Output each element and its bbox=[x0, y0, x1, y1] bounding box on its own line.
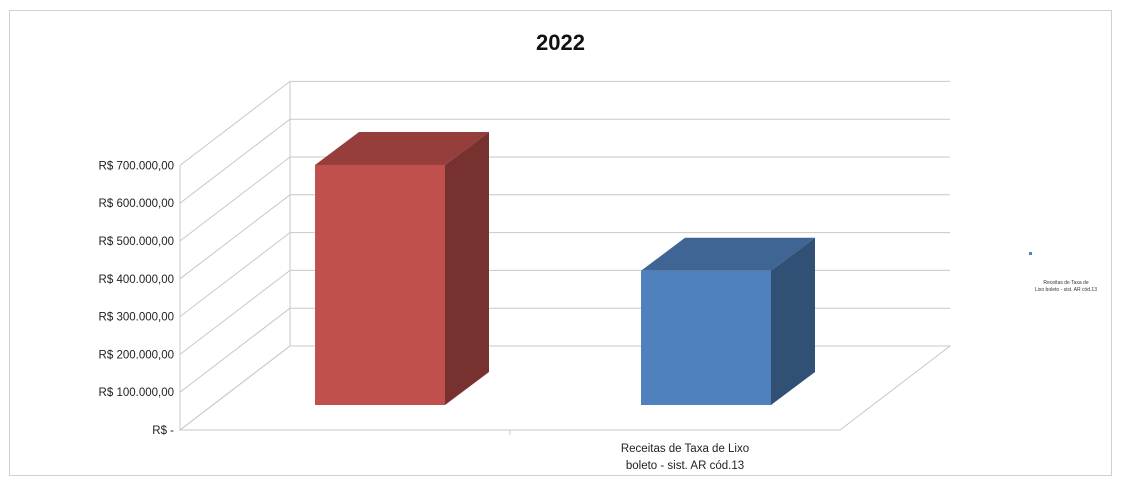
bar-top-face bbox=[641, 237, 815, 271]
bar-side-face bbox=[771, 237, 815, 405]
gridline-side-7 bbox=[179, 81, 291, 166]
gridline-side-1 bbox=[179, 307, 291, 393]
legend-swatch bbox=[1029, 252, 1032, 255]
bars bbox=[315, 131, 815, 405]
chart-floor bbox=[178, 345, 952, 431]
chart-title: 2022 bbox=[536, 30, 585, 55]
bar-1 bbox=[641, 237, 815, 405]
y-tick-label: R$ 400.000,00 bbox=[99, 274, 174, 286]
legend-label: Receitas de Taxa de bbox=[1043, 280, 1088, 286]
chart-frame bbox=[9, 10, 1112, 476]
y-tick-label: R$ 600.000,00 bbox=[99, 198, 174, 210]
gridline-side-6 bbox=[179, 118, 291, 204]
y-tick-label: R$ 100.000,00 bbox=[99, 387, 174, 399]
y-tick-label: R$ 200.000,00 bbox=[99, 349, 174, 361]
gridline-side-4 bbox=[179, 194, 291, 280]
x-category-label: Receitas de Taxa de Lixo bbox=[621, 443, 749, 455]
bar-top-face bbox=[315, 131, 489, 165]
legend-label: Lixo boleto - sist. AR cód.13 bbox=[1035, 287, 1097, 293]
y-tick-label: R$ 700.000,00 bbox=[99, 160, 174, 172]
gridline-side-0 bbox=[179, 345, 291, 431]
x-category-label: boleto - sist. AR cód.13 bbox=[626, 460, 744, 472]
x-axis: Receitas de Taxa de Lixo boleto - sist. A… bbox=[180, 429, 840, 472]
gridline-side-3 bbox=[179, 232, 291, 317]
bar-0 bbox=[315, 131, 489, 405]
bar-front-face bbox=[641, 270, 771, 405]
y-tick-label: R$ 300.000,00 bbox=[99, 312, 174, 324]
gridline-side-5 bbox=[179, 156, 291, 242]
gridline-side-2 bbox=[179, 270, 291, 355]
bar-side-face bbox=[445, 131, 489, 405]
y-tick-label: R$ 500.000,00 bbox=[99, 236, 174, 248]
y-tick-label: R$ - bbox=[152, 425, 174, 437]
gridlines bbox=[179, 80, 950, 431]
y-axis-tick-labels: R$ - R$ 100.000,00 R$ 200.000,00 R$ 300.000… bbox=[99, 160, 175, 437]
chart-walls bbox=[178, 81, 952, 431]
bar-front-face bbox=[315, 164, 445, 405]
